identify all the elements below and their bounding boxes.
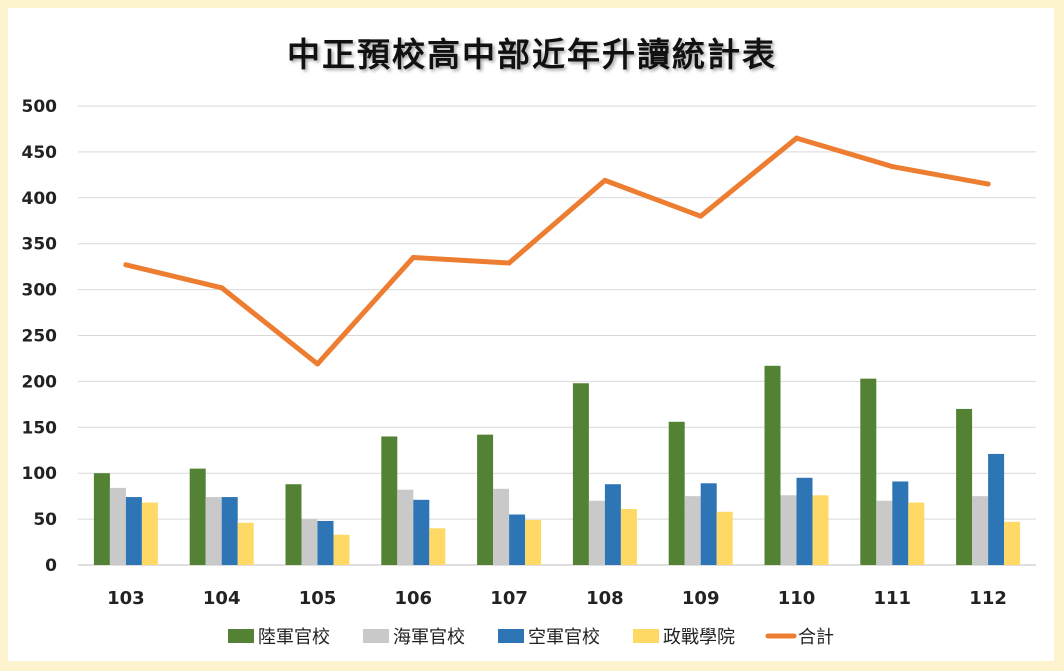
bar [301,519,318,565]
bar [285,484,302,565]
legend-swatch [498,629,524,643]
bar [572,383,589,565]
bar-series [93,365,1021,565]
bar [668,421,685,565]
line-series [123,135,991,367]
y-axis-ticks: 0 50 100 150 200 250 300 350 400 450 500 [22,97,58,576]
x-tick-label: 103 [107,588,145,609]
bar [860,378,877,565]
y-tick-label: 150 [22,418,58,438]
bar [317,520,334,565]
bar [509,514,526,565]
chart-title: 中正預校高中部近年升讀統計表 [287,35,777,74]
bar [413,499,430,565]
legend-swatch [363,629,389,643]
line-point [698,213,704,219]
bar [125,497,142,565]
bar [588,500,605,565]
y-tick-label: 300 [22,281,58,301]
bar [109,487,126,565]
bar [812,495,829,565]
bar [493,488,510,565]
x-tick-label: 109 [682,588,720,609]
line-point [794,135,799,141]
x-tick-label: 112 [969,588,1007,609]
y-tick-label: 50 [33,510,57,530]
bar [189,468,206,565]
bar [972,496,989,565]
y-tick-label: 500 [22,97,58,117]
x-tick-label: 104 [203,588,241,609]
bar [716,511,733,565]
bar [205,497,222,565]
bar [876,500,893,565]
bar [381,436,398,565]
line-point [602,177,608,183]
legend-label: 陸軍官校 [258,627,330,648]
bar [141,502,158,565]
bar [620,509,637,565]
bar [780,495,797,565]
legend: 陸軍官校 海軍官校 空軍官校 政戰學院 合計 [228,627,834,648]
y-tick-label: 100 [22,464,58,484]
x-tick-label: 110 [778,588,816,609]
series-line [123,135,991,367]
x-tick-label: 111 [874,588,912,609]
y-tick-label: 350 [22,235,58,255]
bar [908,502,925,565]
legend-label: 空軍官校 [528,627,600,648]
legend-label: 政戰學院 [663,627,735,648]
bar [525,520,542,565]
legend-swatch [633,629,659,643]
line-point [219,285,225,291]
bar [796,477,813,565]
y-tick-label: 450 [22,143,58,163]
x-tick-label: 108 [586,588,624,609]
bar [700,483,717,565]
bar [892,481,909,565]
x-tick-label: 107 [490,588,528,609]
bar [221,497,238,565]
bar [604,484,621,565]
gridlines [78,105,1036,566]
x-tick-label: 105 [299,588,337,609]
legend-label: 合計 [798,627,834,648]
line-point [410,254,416,260]
x-tick-label: 106 [395,588,433,609]
line-point [985,181,991,187]
bar [429,528,446,565]
line-point [315,361,320,367]
y-tick-label: 0 [45,556,57,576]
bar [477,434,494,565]
bar [1004,521,1021,565]
line-point [506,260,512,266]
x-axis-ticks: 103 104 105 106 107 108 109 110 111 112 [107,588,1007,609]
y-tick-label: 200 [22,372,58,392]
y-tick-label: 250 [22,327,58,347]
legend-swatch [228,629,254,643]
y-tick-label: 400 [22,189,58,209]
bar [988,453,1005,565]
line-point [889,164,895,170]
bar [684,496,701,565]
bar [397,489,414,565]
line-point [123,262,129,268]
bar [764,365,781,565]
bar [93,473,110,565]
bar [237,522,254,565]
bar [333,534,350,565]
legend-label: 海軍官校 [393,627,465,648]
bar [956,408,973,565]
